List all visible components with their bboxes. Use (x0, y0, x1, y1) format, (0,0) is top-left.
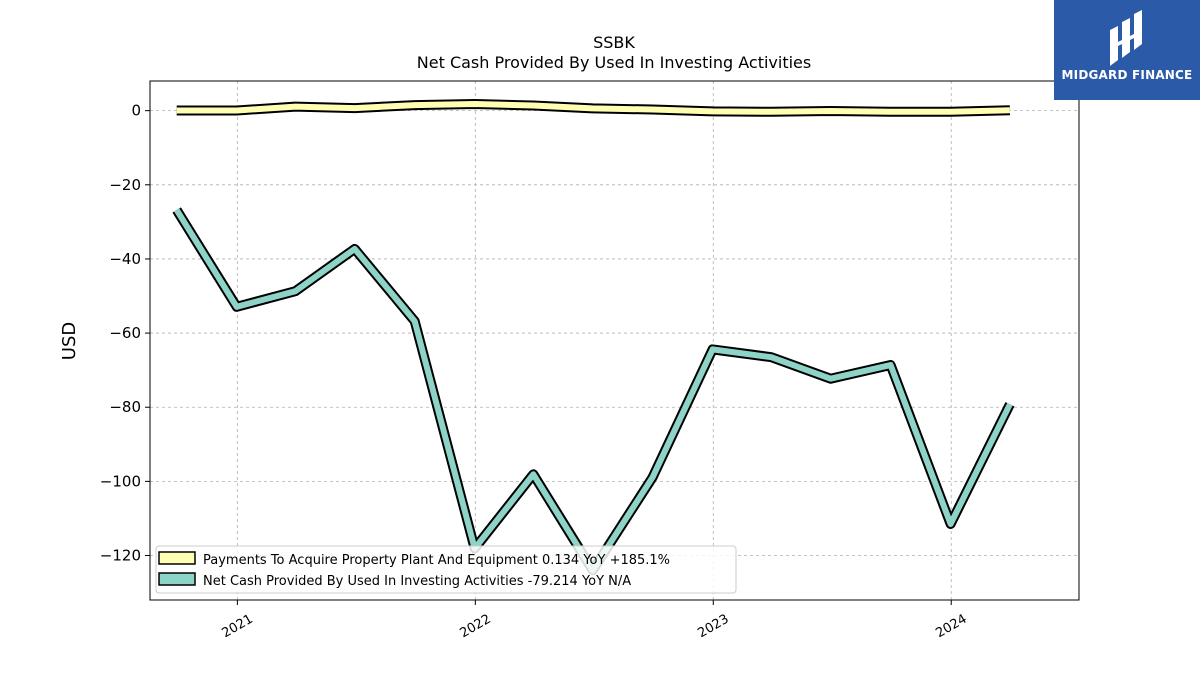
brand-logo: MIDGARD FINANCE (1054, 0, 1200, 100)
x-axis: 2021 2022 2023 2024 (220, 600, 970, 641)
y-axis: 0 −20 −40 −60 −80 −100 −120 (100, 102, 150, 565)
brand-logo-icon (1110, 10, 1142, 66)
series-line-investing-outline (172, 207, 1015, 576)
y-axis-label: USD (59, 322, 80, 360)
brand-name: MIDGARD FINANCE (1061, 68, 1193, 82)
x-tick-label: 2024 (933, 612, 969, 642)
grid (150, 81, 1079, 600)
chart-title: SSBK (593, 33, 635, 52)
plot-frame (149, 80, 1080, 601)
x-tick-label: 2023 (695, 612, 731, 642)
y-tick-label: −120 (100, 547, 141, 565)
chart-subtitle: Net Cash Provided By Used In Investing A… (417, 53, 811, 72)
legend-label-ppe: Payments To Acquire Property Plant And E… (203, 553, 670, 568)
y-tick-label: −40 (109, 250, 141, 268)
legend-swatch-ppe (158, 551, 196, 565)
y-tick-label: 0 (131, 102, 141, 120)
series-layer (172, 99, 1015, 576)
y-tick-label: −20 (109, 176, 141, 194)
legend: Payments To Acquire Property Plant And E… (155, 545, 737, 594)
series-line-ppe (176, 101, 1010, 115)
legend-swatch-investing (158, 572, 196, 586)
legend-label-investing: Net Cash Provided By Used In Investing A… (203, 574, 631, 589)
y-tick-label: −100 (100, 472, 141, 490)
legend-box (155, 545, 737, 594)
y-tick-label: −80 (109, 398, 141, 416)
y-tick-label: −60 (109, 324, 141, 342)
series-line-investing (174, 208, 1013, 574)
x-tick-label: 2021 (220, 612, 256, 642)
x-tick-label: 2022 (457, 612, 493, 642)
